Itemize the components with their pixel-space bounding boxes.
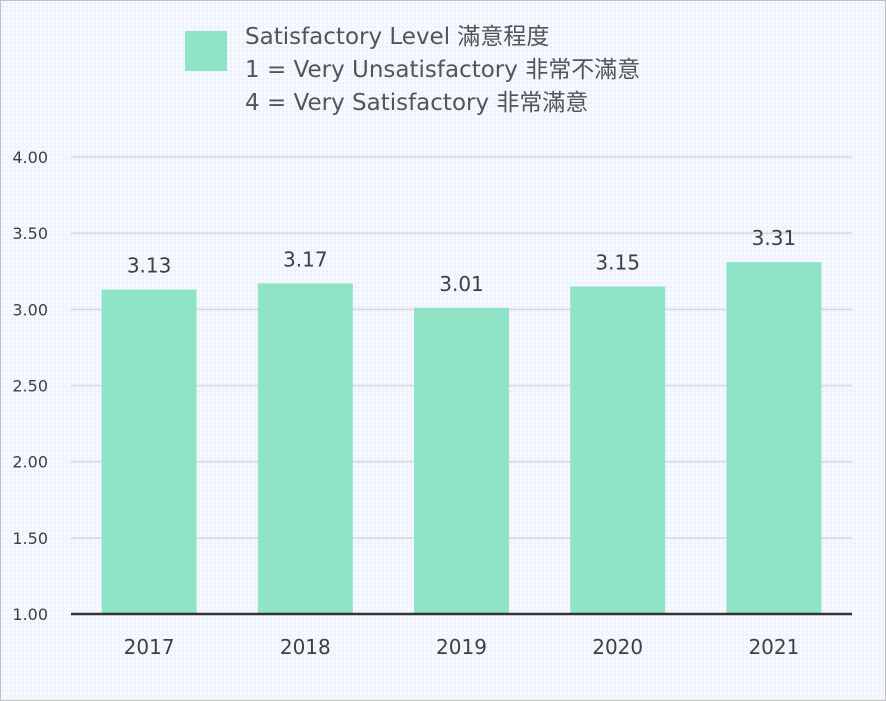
data-label-2020: 3.15 — [595, 250, 640, 274]
y-tick-label: 2.50 — [12, 377, 48, 396]
bar-2019 — [414, 307, 509, 614]
x-tick-label-2020: 2020 — [592, 635, 643, 659]
y-axis-tick-labels: 1.00 1.50 2.00 2.50 3.00 3.50 4.00 — [12, 148, 48, 624]
legend-swatch — [185, 31, 227, 71]
bar-2017 — [101, 289, 197, 614]
legend-scale-max: 4 = Very Satisfactory 非常滿意 — [245, 90, 589, 116]
bar-2021 — [726, 262, 822, 614]
y-tick-label: 3.50 — [12, 224, 48, 243]
data-label-2019: 3.01 — [439, 272, 484, 296]
legend-text: Satisfactory Level 滿意程度 1 = Very Unsatis… — [245, 21, 640, 120]
y-tick-label: 1.00 — [12, 605, 48, 624]
x-axis-tick-labels: 2017 2018 2019 2020 2021 — [124, 635, 800, 659]
y-tick-label: 3.00 — [12, 300, 48, 319]
legend-title: Satisfactory Level 滿意程度 — [245, 24, 550, 50]
x-tick-label-2021: 2021 — [748, 635, 799, 659]
data-label-2018: 3.17 — [283, 247, 328, 271]
legend-scale-min: 1 = Very Unsatisfactory 非常不滿意 — [245, 57, 641, 83]
data-labels: 3.13 3.17 3.01 3.15 3.31 — [127, 226, 796, 296]
y-tick-label: 4.00 — [12, 148, 48, 167]
data-label-2017: 3.13 — [127, 254, 172, 278]
x-tick-label-2018: 2018 — [280, 635, 331, 659]
y-tick-label: 1.50 — [12, 529, 48, 548]
bar-2018 — [257, 283, 353, 614]
x-tick-label-2019: 2019 — [436, 635, 487, 659]
y-tick-label: 2.00 — [12, 453, 48, 472]
data-label-2021: 3.31 — [752, 226, 797, 250]
bars — [101, 262, 822, 614]
bar-2020 — [570, 286, 666, 614]
x-tick-label-2017: 2017 — [124, 635, 175, 659]
